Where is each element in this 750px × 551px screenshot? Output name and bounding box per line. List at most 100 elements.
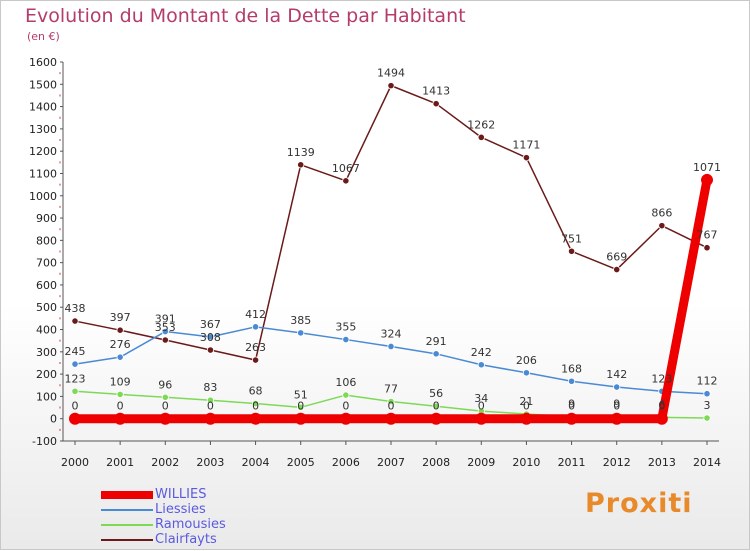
x-tick-label: 2005 (287, 456, 315, 469)
data-label-clairfayts: 308 (200, 331, 221, 344)
data-point-willies (701, 173, 713, 186)
data-point-ramousies (206, 396, 215, 404)
data-point-ramousies (116, 390, 124, 399)
data-point-liessies (522, 369, 531, 377)
data-point-liessies (206, 333, 215, 341)
y-tick-label: 500 (36, 301, 57, 314)
x-tick-label: 2002 (151, 456, 179, 469)
data-point-ramousies (161, 393, 169, 401)
data-label-liessies: 324 (381, 327, 402, 340)
data-label-clairfayts: 397 (110, 311, 131, 324)
proxiti-logo: Proxiti (585, 488, 693, 519)
x-tick-label: 2009 (467, 456, 495, 469)
y-tick-label: 100 (36, 390, 57, 403)
data-label-ramousies: 3 (704, 399, 711, 412)
data-label-clairfayts: 353 (155, 321, 176, 334)
data-label-willies: 0 (72, 400, 79, 413)
data-label-willies: 0 (658, 400, 665, 413)
x-tick-label: 2003 (196, 456, 224, 469)
y-tick-label: 1400 (29, 101, 57, 114)
legend-item-liessies: Liessies (101, 502, 226, 517)
data-label-ramousies: 6 (658, 398, 665, 411)
data-label-willies: 0 (207, 400, 214, 413)
data-point-liessies (297, 329, 305, 337)
x-tick-label: 2007 (377, 456, 405, 469)
data-point-willies (294, 412, 307, 425)
data-point-liessies (567, 377, 576, 385)
x-tick-label: 2006 (332, 456, 360, 469)
legend-item-clairfayts: Clairfayts (101, 532, 226, 547)
data-point-liessies (477, 361, 485, 369)
y-tick-label: 400 (36, 324, 57, 337)
y-tick-label: -100 (32, 435, 57, 448)
data-label-liessies: 123 (651, 372, 672, 385)
data-label-willies: 0 (117, 400, 124, 413)
x-tick-label: 2011 (558, 456, 586, 469)
y-tick-label: 200 (36, 368, 57, 381)
data-label-liessies: 206 (516, 354, 537, 367)
data-label-willies: 0 (478, 400, 485, 413)
data-label-liessies: 242 (471, 346, 492, 359)
legend-label-clairfayts: Clairfayts (155, 532, 217, 547)
data-label-ramousies: 34 (474, 392, 488, 405)
data-label-liessies: 291 (426, 335, 447, 348)
data-point-clairfayts (703, 244, 711, 252)
data-point-ramousies (71, 387, 79, 395)
data-label-ramousies: 83 (203, 381, 217, 394)
data-label-ramousies: 56 (429, 387, 443, 400)
data-label-liessies: 112 (697, 375, 718, 388)
data-point-ramousies (251, 399, 260, 408)
data-label-liessies: 367 (200, 318, 221, 331)
data-label-liessies: 355 (335, 321, 356, 334)
data-point-liessies (613, 383, 621, 391)
data-point-clairfayts (522, 154, 531, 162)
legend-label-ramousies: Ramousies (155, 517, 226, 532)
data-point-willies (159, 412, 172, 425)
x-tick-label: 2008 (422, 456, 450, 469)
legend-swatch-ramousies (101, 523, 153, 526)
x-tick-label: 2012 (603, 456, 631, 469)
x-tick-label: 2013 (648, 456, 676, 469)
legend-swatch-willies (101, 490, 153, 499)
data-label-clairfayts: 263 (245, 341, 266, 354)
data-label-willies: 0 (433, 400, 440, 413)
data-label-liessies: 391 (155, 313, 176, 326)
chart-unit-label: (en €) (27, 30, 60, 43)
data-point-willies (114, 412, 127, 425)
data-point-clairfayts (432, 100, 440, 108)
y-tick-label: 0 (50, 413, 57, 426)
data-point-ramousies (703, 414, 711, 422)
data-point-liessies (161, 327, 169, 336)
y-tick-label: 1500 (29, 78, 57, 91)
data-point-willies (430, 412, 443, 425)
data-point-willies (475, 412, 488, 425)
data-label-ramousies: 9 (568, 398, 575, 411)
data-label-clairfayts: 767 (697, 229, 718, 242)
data-point-ramousies (297, 403, 305, 411)
data-point-liessies (342, 335, 350, 344)
data-label-liessies: 245 (65, 345, 86, 358)
data-point-liessies (387, 342, 395, 351)
data-point-willies (204, 412, 217, 425)
y-tick-label: 1000 (29, 190, 57, 203)
data-label-willies: 1071 (693, 161, 721, 174)
data-label-liessies: 385 (290, 314, 311, 327)
data-point-clairfayts (658, 222, 666, 230)
data-point-ramousies (342, 391, 350, 399)
data-point-clairfayts (342, 177, 350, 185)
data-label-liessies: 142 (606, 368, 627, 381)
data-point-liessies (116, 353, 124, 361)
data-label-willies: 0 (342, 400, 349, 413)
y-tick-label: 1600 (29, 56, 57, 69)
y-tick-label: 800 (36, 234, 57, 247)
data-label-willies: 0 (252, 400, 259, 413)
data-label-clairfayts: 669 (606, 251, 627, 264)
data-label-clairfayts: 438 (65, 302, 86, 315)
data-point-willies (339, 412, 352, 425)
x-tick-label: 2000 (61, 456, 89, 469)
data-label-willies: 0 (297, 400, 304, 413)
data-label-clairfayts: 1171 (512, 139, 540, 152)
data-point-willies (520, 412, 533, 425)
data-point-clairfayts (161, 336, 169, 344)
